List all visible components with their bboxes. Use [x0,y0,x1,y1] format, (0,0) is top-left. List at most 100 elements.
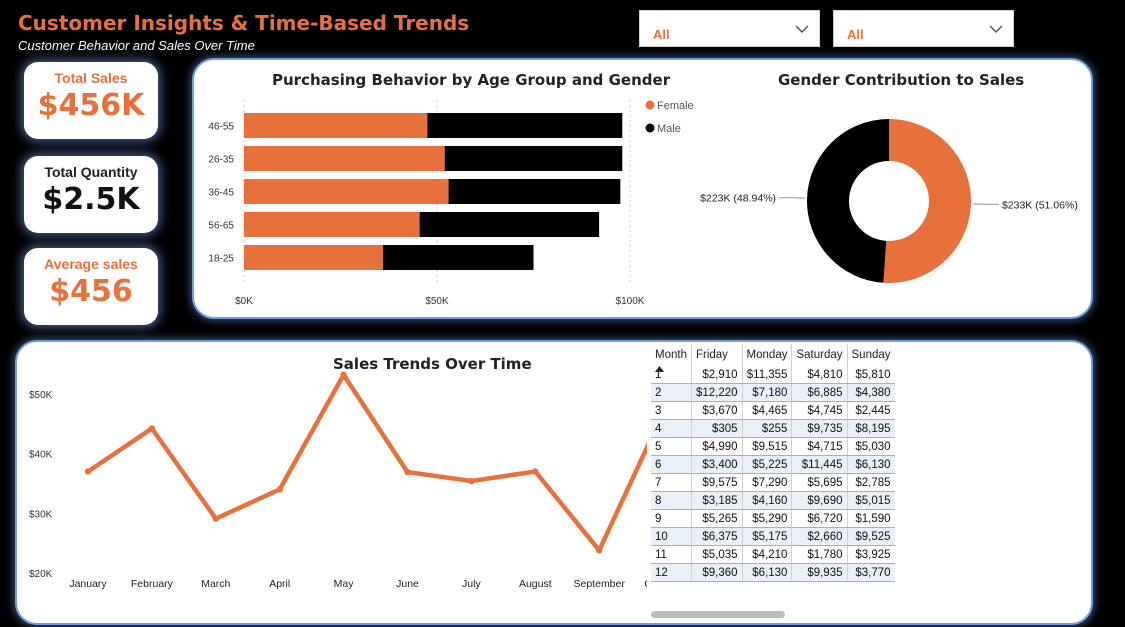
slicer-value: All [847,27,864,42]
value-cell: $5,225 [741,455,792,474]
value-cell: $2,910 [690,366,743,384]
bar-female [244,245,383,270]
table-row[interactable]: 5 $4,990 $9,515 $4,715 $5,030 [651,437,895,456]
table-row[interactable]: 8 $3,185 $4,160 $9,690 $5,015 [651,491,895,510]
value-cell: $1,590 [846,509,895,528]
value-cell: $2,785 [846,473,895,492]
y-tick-label: $50K [29,390,53,401]
table-row[interactable]: 3 $3,670 $4,465 $4,745 $2,445 [651,401,895,420]
value-cell: $3,925 [846,545,895,564]
table-row[interactable]: 4 $305 $255 $9,735 $8,195 [651,419,895,438]
value-cell: $5,290 [741,509,792,528]
value-cell: $2,660 [791,527,847,546]
table-row[interactable]: 12 $9,360 $6,130 $9,935 $3,770 [651,563,895,582]
value-cell: $9,360 [690,563,743,582]
kpi-value: $2.5K [42,182,140,217]
donut-slice-male [807,119,889,283]
value-cell: $4,380 [846,383,895,402]
x-tick-label: September [574,578,626,590]
table-row[interactable]: 6 $3,400 $5,225 $11,445 $6,130 [651,455,895,474]
bar-female [244,113,428,138]
bottom-panel: Sales Trends Over Time $20K $30K $40K $50K J… [15,340,1093,625]
value-cell: $6,720 [791,509,847,528]
value-cell: $6,375 [690,527,743,546]
month-cell: 10 [651,527,692,546]
slicer-dropdown-1[interactable]: All [639,10,820,47]
line-chart: $20K $30K $40K $50K January February March Apri… [29,371,647,590]
x-tick-label: July [462,578,481,590]
line-point [596,547,603,554]
line-chart-title: Sales Trends Over Time [333,355,532,373]
value-cell: $4,745 [791,401,847,420]
kpi-label: Average sales [44,256,138,272]
value-cell: $6,130 [741,563,792,582]
value-cell: $3,185 [690,491,743,510]
column-header[interactable]: Sunday [846,344,895,366]
value-cell: $9,515 [741,437,792,456]
table-header-row: Month Friday Monday Saturday Sunday [651,344,895,372]
month-cell: 9 [651,509,692,528]
bar-male [427,113,623,138]
month-cell: 3 [651,401,692,420]
value-cell: $9,525 [846,527,895,546]
x-tick-label: June [396,578,419,590]
x-tick-label: January [69,578,107,590]
table-row[interactable]: 9 $5,265 $5,290 $6,720 $1,590 [651,509,895,528]
horizontal-scrollbar[interactable] [651,609,866,619]
value-cell: $8,195 [846,419,895,438]
line-point [84,468,92,475]
donut-chart: $233K (51.06%) $223K (48.94%) [700,119,1078,283]
bar-female [244,179,449,204]
table-row[interactable]: 7 $9,575 $7,290 $5,695 $2,785 [651,473,895,492]
x-tick-label: May [334,578,355,590]
value-cell: $11,445 [791,455,847,474]
kpi-value: $456 [49,274,133,309]
value-cell: $9,575 [690,473,743,492]
value-cell: $5,175 [741,527,792,546]
table-row[interactable]: 11 $5,035 $4,210 $1,780 $3,925 [651,545,895,564]
table-row[interactable]: 1 $2,910 $11,355 $4,810 $5,810 [651,366,895,384]
column-header[interactable]: Month [651,344,691,372]
bar-male [448,179,621,204]
slicer-dropdown-2[interactable]: All [833,10,1014,47]
value-cell: $4,990 [690,437,743,456]
line-point [212,515,219,522]
line-point [468,477,475,485]
value-cell: $5,695 [791,473,847,492]
x-tick-label: August [519,578,552,590]
month-cell: 6 [651,455,692,474]
value-cell: $5,810 [846,366,895,384]
bar-chart-title: Purchasing Behavior by Age Group and Gen… [272,71,671,89]
line-point [532,468,539,475]
table-row[interactable]: 2 $12,220 $7,180 $6,885 $4,380 [651,383,895,402]
month-cell: 12 [651,563,692,582]
month-cell: 8 [651,491,692,510]
x-tick-label: February [131,578,174,590]
table-row[interactable]: 10 $6,375 $5,175 $2,660 $9,525 [651,527,895,546]
value-cell: $9,935 [791,563,847,582]
legend-label: Female [657,100,694,112]
legend-label: Male [657,123,681,135]
column-header[interactable]: Monday [741,344,792,366]
chevron-down-icon [795,25,809,34]
kpi-card-average-sales: Average sales $456 [24,248,158,325]
month-cell: 2 [651,383,692,402]
value-cell: $9,690 [791,491,847,510]
bar-male [382,245,534,270]
scrollbar-thumb[interactable] [651,611,785,618]
donut-chart-title: Gender Contribution to Sales [778,71,1025,89]
month-cell: 5 [651,437,692,456]
value-cell: $9,735 [791,419,847,438]
value-cell: $5,015 [846,491,895,510]
column-header[interactable]: Saturday [791,344,847,366]
y-tick-label: 56-65 [208,221,234,232]
value-cell: $11,355 [741,366,792,384]
value-cell: $305 [690,419,743,438]
donut-data-label: $233K (51.06%) [1002,199,1078,211]
legend-marker [645,100,655,110]
column-header[interactable]: Friday [690,344,743,366]
donut-slice-female [883,119,972,283]
top-charts-panel: Purchasing Behavior by Age Group and Gen… [192,58,1093,319]
value-cell: $5,265 [690,509,743,528]
x-tick-label: April [269,578,290,590]
